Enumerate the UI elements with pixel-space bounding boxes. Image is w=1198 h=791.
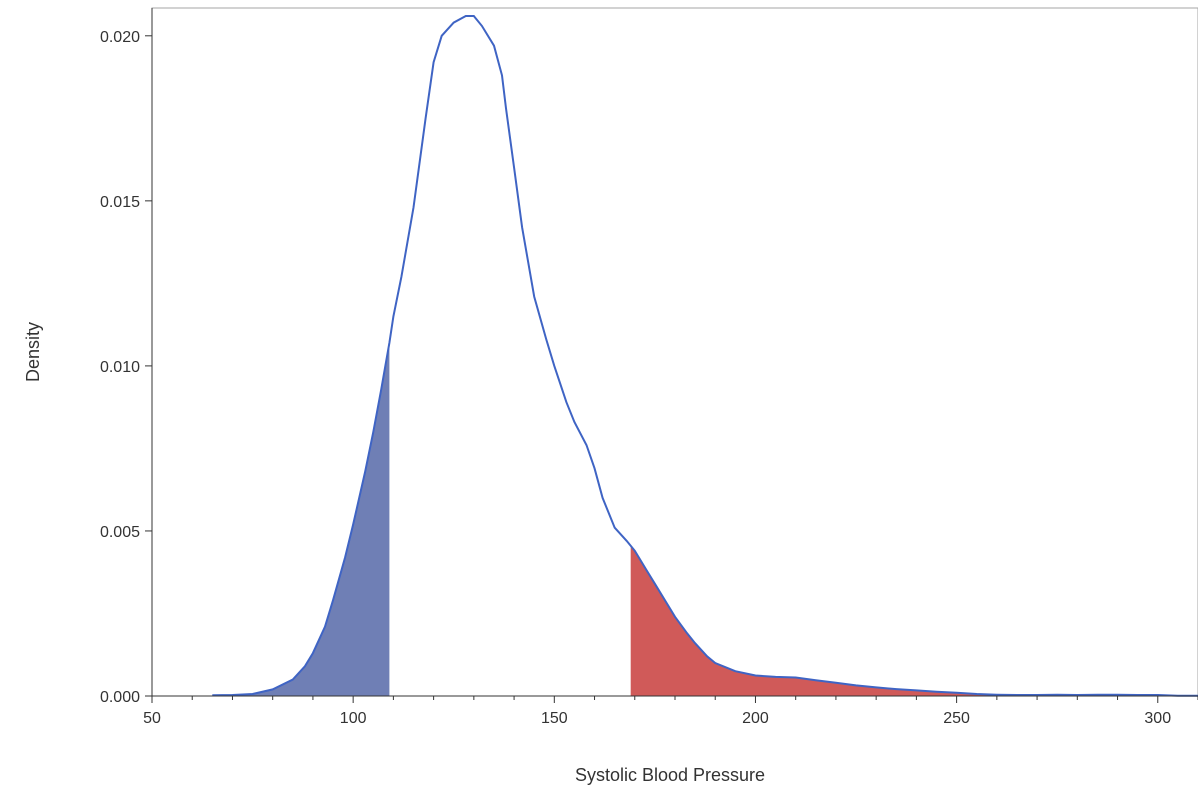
x-axis-label: Systolic Blood Pressure: [575, 765, 765, 785]
y-axis-ticks: 0.000 0.005 0.010 0.015 0.020: [100, 29, 152, 706]
upper-tail-region: [630, 545, 1198, 696]
y-tick-label: 0.015: [100, 194, 140, 211]
shaded-regions: [212, 342, 1198, 696]
x-tick-label: 300: [1144, 710, 1171, 727]
x-tick-label: 150: [541, 710, 568, 727]
y-tick-label: 0.020: [100, 29, 140, 46]
y-tick-label: 0.000: [100, 689, 140, 706]
y-tick-label: 0.005: [100, 524, 140, 541]
y-axis-label: Density: [23, 322, 43, 382]
plot-area: [151, 7, 1198, 697]
density-curve: [212, 15, 1198, 697]
x-tick-label: 50: [143, 710, 161, 727]
y-tick-label: 0.010: [100, 359, 140, 376]
lower-tail-region: [212, 342, 390, 696]
plot-frame: [151, 7, 1198, 697]
x-axis-ticks: 50 100 150 200 250 300: [143, 696, 1198, 727]
x-tick-label: 100: [340, 710, 367, 727]
x-tick-label: 200: [742, 710, 769, 727]
x-tick-label: 250: [943, 710, 970, 727]
